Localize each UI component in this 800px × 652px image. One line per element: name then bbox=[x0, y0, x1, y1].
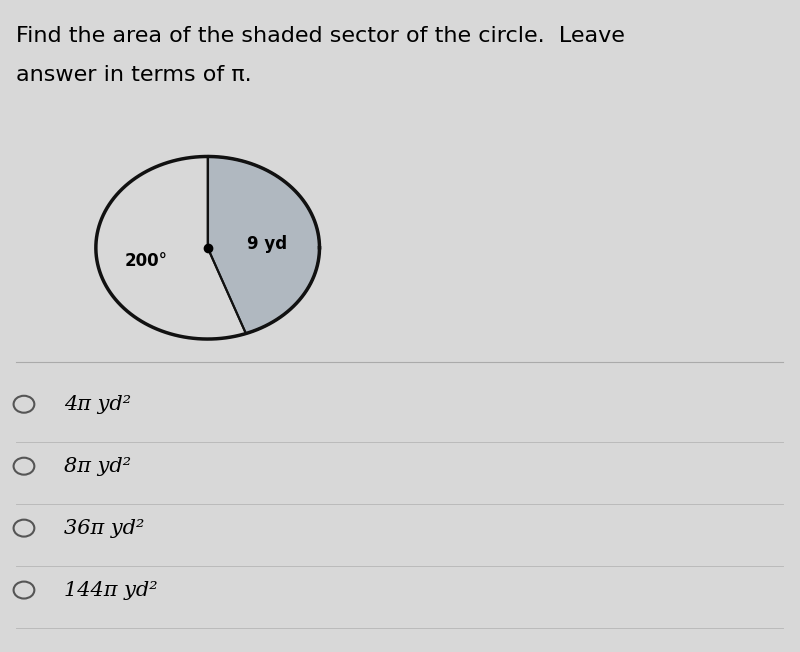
Text: 4π yd²: 4π yd² bbox=[64, 394, 131, 414]
Text: answer in terms of π.: answer in terms of π. bbox=[16, 65, 251, 85]
Text: Find the area of the shaded sector of the circle.  Leave: Find the area of the shaded sector of th… bbox=[16, 26, 625, 46]
Wedge shape bbox=[208, 156, 319, 334]
Text: 36π yd²: 36π yd² bbox=[64, 518, 144, 538]
Text: 8π yd²: 8π yd² bbox=[64, 456, 131, 476]
Text: 200°: 200° bbox=[125, 252, 168, 271]
Text: 144π yd²: 144π yd² bbox=[64, 580, 158, 600]
Text: 9 yd: 9 yd bbox=[247, 235, 287, 252]
